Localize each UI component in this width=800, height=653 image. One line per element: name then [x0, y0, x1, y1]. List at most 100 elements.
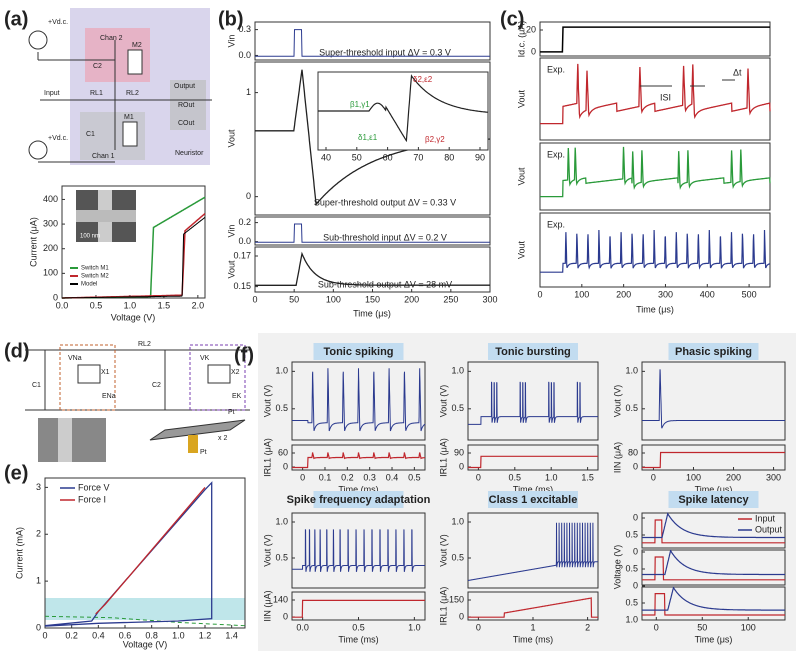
x-tick-label: 1.0 — [545, 472, 558, 482]
x-tick-label: 300 — [482, 294, 497, 304]
y-axis-label: IRL1 (μA) — [262, 438, 272, 477]
panel-label: (b) — [218, 8, 244, 30]
y-axis-label: Vout (V) — [612, 385, 622, 418]
y-axis-label: Vout (V) — [438, 385, 448, 418]
y-tick-label: 0.5 — [625, 529, 638, 539]
parameter-label: δ2,ε2 — [413, 75, 433, 84]
x-tick-label: 0.8 — [145, 630, 158, 640]
model-curve — [44, 615, 246, 627]
y-tick-label: 0.5 — [625, 597, 638, 607]
parameter-label: β2,γ2 — [425, 135, 445, 144]
x-axis-label: Time (ms) — [513, 634, 553, 644]
scale-bar: 100 nm — [80, 234, 100, 240]
circuit-label: Chan 2 — [100, 35, 123, 42]
circuit-label: +Vd.c. — [48, 135, 68, 142]
circuit-label: Pt — [228, 409, 235, 416]
x-tick-label: 50 — [352, 152, 362, 162]
y-tick-label: 0.15 — [233, 281, 251, 291]
y-tick-label: 1.0 — [625, 366, 638, 376]
annotation: Exp. — [547, 64, 565, 74]
y-tick-label: 0 — [531, 46, 536, 56]
circuit-label: COut — [178, 120, 194, 127]
trace — [292, 452, 425, 469]
panel-label: (a) — [4, 8, 28, 30]
title-box — [313, 343, 404, 360]
y-axis-label: Vout (V) — [262, 534, 272, 567]
x-tick-label: 60 — [383, 152, 393, 162]
subplot-title: Spike latency — [678, 494, 749, 506]
circuit-label: RL2 — [126, 90, 139, 97]
trace — [255, 29, 490, 57]
x-tick-label: 0 — [537, 289, 542, 299]
subplot-title: Phasic spiking — [675, 346, 752, 358]
title-box — [668, 491, 759, 508]
trace — [292, 529, 425, 573]
y-tick-label: 1.0 — [275, 366, 288, 376]
x-tick-label: 500 — [742, 289, 757, 299]
axes-frame — [61, 185, 206, 299]
x-tick-label: 1 — [530, 622, 535, 632]
title-box — [313, 491, 404, 508]
axes-frame — [641, 549, 786, 586]
circuit-label: M1 — [124, 114, 134, 121]
y-tick-label: 1 — [246, 87, 251, 97]
annotation: Δt — [733, 67, 742, 77]
voltage-source — [28, 30, 48, 50]
circuit-label: C2 — [152, 382, 161, 389]
legend-label: Switch M1 — [81, 266, 109, 272]
x-tick-label: 0.3 — [363, 472, 376, 482]
panel-label: (c) — [500, 8, 524, 30]
sem-line — [58, 418, 72, 462]
annotation: Super-threshold output ΔV = 0.33 V — [314, 197, 456, 207]
y-tick-label: 0.2 — [238, 217, 251, 227]
y-axis-label: Id.c. (μA) — [516, 21, 526, 58]
trace — [467, 522, 598, 581]
input-trace — [642, 519, 785, 544]
x-tick-label: 0.5 — [352, 622, 365, 632]
x-tick-label: 300 — [766, 472, 781, 482]
y-tick-label: 400 — [43, 194, 58, 204]
y-tick-label: 1.0 — [451, 516, 464, 526]
panel-label: (e) — [4, 462, 28, 484]
y-tick-label: 2 — [36, 529, 41, 539]
axes-frame — [291, 512, 426, 589]
circuit-label: Neuristor — [175, 150, 204, 157]
device — [207, 364, 231, 384]
trace — [292, 599, 425, 618]
circuit-label: RL2 — [138, 341, 151, 348]
axes-frame — [641, 444, 786, 471]
shaded-region — [45, 598, 245, 620]
circuit-label: Pt — [200, 449, 207, 456]
x-tick-label: 70 — [413, 152, 423, 162]
trace — [540, 63, 771, 125]
na-channel — [59, 344, 116, 411]
annotation: Sub-threshold output ΔV = 28 mV — [318, 279, 452, 289]
axes-frame — [254, 21, 491, 61]
axes-frame — [539, 21, 771, 57]
trace — [255, 223, 490, 243]
y-tick-label: 0 — [633, 512, 638, 522]
x-tick-label: 90 — [475, 152, 485, 162]
x-tick-label: 0 — [651, 472, 656, 482]
legend-label: Input — [755, 513, 776, 523]
x-tick-label: 0.1 — [319, 472, 332, 482]
x-axis-label: Time (μs) — [695, 484, 733, 494]
x-tick-label: 100 — [741, 622, 756, 632]
output-box — [170, 80, 206, 130]
trace — [540, 26, 770, 53]
x-tick-label: 0.4 — [386, 472, 399, 482]
legend-label: Output — [755, 524, 783, 534]
y-axis-label: IIN (μA) — [262, 590, 272, 621]
y-axis-label: Vin — [226, 225, 236, 238]
force-v — [44, 481, 213, 627]
x-tick-label: 0.0 — [56, 300, 69, 310]
axes-frame — [641, 512, 786, 549]
y-tick-label: 0 — [246, 191, 251, 201]
x-axis-label: Time (μs) — [695, 634, 733, 644]
output-trace — [642, 512, 785, 539]
y-tick-label: 80 — [628, 447, 638, 457]
legend-label: Switch M2 — [81, 274, 109, 280]
trace — [468, 597, 598, 618]
memristor — [122, 121, 138, 147]
